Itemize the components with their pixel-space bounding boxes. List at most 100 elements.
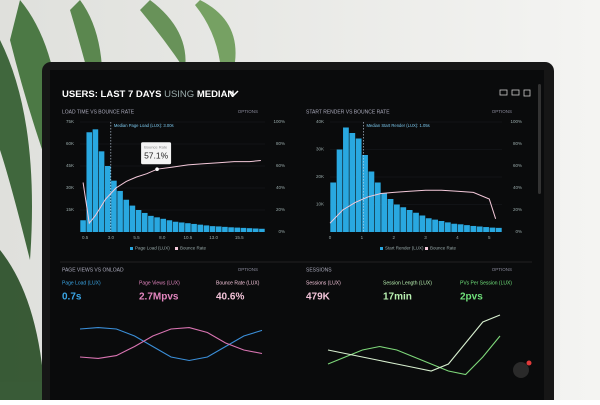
y2-tick-label: 80% (276, 141, 285, 146)
histogram-bar (129, 205, 136, 232)
median-label: Median Start Render (LUX): 1.05s (366, 123, 429, 128)
series-line (327, 314, 501, 372)
histogram-bar (141, 212, 148, 232)
histogram-bar (483, 227, 489, 232)
y2-tick-label: 60% (276, 163, 285, 168)
median-label: Median Page Load (LUX): 3.00s (114, 123, 174, 128)
x-tick-label: 15.5 (235, 235, 244, 240)
y2-tick-label: 0% (515, 229, 522, 234)
y-tick-label: 30K (66, 185, 74, 190)
scrollbar[interactable] (538, 84, 541, 194)
y-tick-label: 45K (66, 163, 74, 168)
header-joiner: USING (164, 89, 194, 100)
x-tick-label: 4 (456, 235, 459, 240)
x-tick-label: 5.5 (133, 235, 140, 240)
histogram-bar (203, 225, 210, 232)
stat-label: PVs Per Session (LUX) (460, 280, 512, 286)
histogram-bar (234, 227, 241, 232)
y-tick-label: 15K (66, 207, 74, 212)
histogram-bar (259, 228, 265, 232)
histogram-bar (432, 219, 438, 232)
screen (50, 70, 544, 405)
panel-title: SESSIONS (306, 267, 332, 273)
legend-swatch (175, 247, 178, 250)
legend-label: Page Load (LUX) (135, 246, 170, 251)
x-tick-label: 8.0 (159, 235, 166, 240)
panel-options[interactable]: OPTIONS (492, 109, 512, 114)
stat-value: 40.6% (216, 292, 244, 303)
histogram-bar (86, 132, 93, 232)
y-tick-label: 60K (66, 141, 74, 146)
histogram-bar (476, 226, 483, 232)
x-tick-label: 1 (361, 235, 364, 240)
histogram-bar (349, 133, 356, 232)
stat-value: 17min (383, 292, 412, 303)
histogram-bar (336, 149, 343, 232)
bounce-line (82, 160, 261, 225)
series-line (327, 335, 501, 376)
histogram-bar (166, 220, 173, 232)
histogram-bar (154, 217, 160, 232)
panel-title: PAGE VIEWS VS ONLOAD (62, 267, 124, 273)
histogram-bar (489, 227, 496, 232)
legend-label: Start Render (LUX) (385, 246, 424, 251)
histogram-bar (222, 226, 228, 232)
histogram-bar (98, 151, 105, 232)
y2-tick-label: 40% (276, 185, 285, 190)
histogram-bar (185, 223, 191, 232)
histogram-bar (209, 226, 216, 232)
x-tick-label: 3.0 (108, 235, 115, 240)
panel-options[interactable]: OPTIONS (492, 267, 512, 272)
histogram-bar (425, 218, 432, 232)
panel-options[interactable]: OPTIONS (238, 109, 258, 114)
y2-tick-label: 0% (278, 229, 285, 234)
histogram-bar (406, 210, 413, 232)
stat-label: Bounce Rate (LUX) (216, 280, 260, 286)
histogram-bar (438, 221, 445, 232)
stat-value: 2.7Mpvs (139, 292, 179, 303)
dropdown-caret[interactable] (229, 90, 239, 97)
tooltip-box (141, 142, 172, 165)
y2-tick-label: 100% (273, 119, 285, 124)
legend-label: Bounce Rate (430, 246, 457, 251)
histogram-bar (197, 224, 204, 232)
x-tick-label: 3 (424, 235, 427, 240)
tooltip-point (155, 167, 159, 171)
y-tick-label: 30K (316, 147, 324, 152)
histogram-bar (191, 223, 197, 232)
panel-options[interactable]: OPTIONS (238, 267, 258, 272)
stat-value: 2pvs (460, 292, 483, 303)
histogram-bar (252, 228, 259, 232)
chat-badge (526, 360, 532, 366)
legend-label: Bounce Rate (180, 246, 207, 251)
histogram-bar (419, 215, 426, 232)
histogram-bar (123, 199, 130, 232)
histogram-bar (470, 225, 477, 232)
histogram-bar (135, 210, 142, 232)
histogram-bar (362, 155, 368, 232)
histogram-bar (464, 225, 470, 232)
histogram-bar (246, 228, 253, 232)
histogram-bar (160, 218, 167, 232)
x-tick-label: 5 (488, 235, 491, 240)
histogram-bar (444, 222, 451, 232)
y-tick-label: 10K (316, 202, 324, 207)
y-tick-label: 40K (316, 119, 324, 124)
stat-value: 479K (306, 292, 331, 303)
histogram-bar (104, 166, 111, 232)
histogram-bar (495, 227, 502, 232)
histogram-bar (387, 199, 394, 232)
histogram-bar (457, 224, 464, 232)
histogram-bar (228, 227, 234, 232)
toolbar-icons[interactable] (499, 89, 531, 97)
histogram-bar (394, 204, 400, 232)
y2-tick-label: 20% (276, 207, 285, 212)
y2-tick-label: 40% (513, 185, 522, 190)
x-tick-label: 10.5 (184, 235, 193, 240)
histogram-bar (117, 190, 123, 232)
chat-button[interactable] (513, 362, 529, 378)
histogram-bar (172, 221, 179, 232)
histogram-bar (215, 226, 222, 232)
y2-tick-label: 80% (513, 141, 522, 146)
